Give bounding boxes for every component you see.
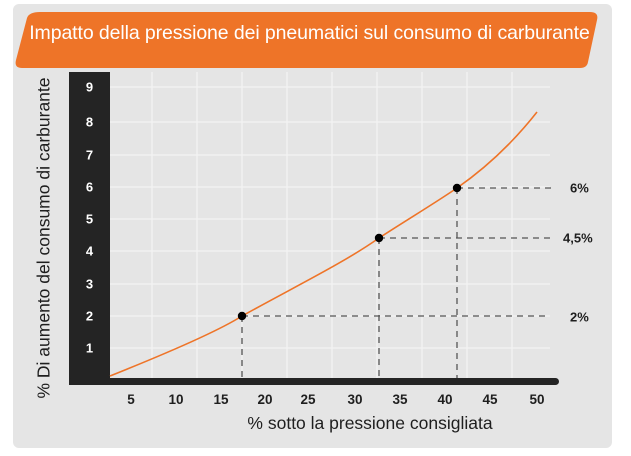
- x-tick-35: 35: [392, 392, 408, 407]
- guide-lines: [241, 187, 555, 378]
- chart-title: Impatto della pressione dei pneumatici s…: [29, 22, 590, 44]
- y-tick-6: 6: [85, 179, 94, 195]
- x-tick-20: 20: [257, 392, 273, 407]
- x-tick-5: 5: [127, 392, 135, 407]
- y-tick-8: 8: [85, 114, 94, 130]
- y-tick-2: 2: [85, 308, 94, 324]
- x-tick-25: 25: [300, 392, 316, 407]
- x-tick-45: 45: [482, 392, 498, 407]
- annotation-6pct: 6%: [570, 180, 589, 196]
- y-tick-1: 1: [85, 340, 94, 356]
- y-tick-4: 4: [85, 243, 94, 259]
- title-banner: [15, 12, 598, 68]
- data-point-6pct: [452, 183, 462, 193]
- annotation-4-5pct: 4,5%: [563, 230, 593, 246]
- y-axis-title: % Di aumento del consumo di carburante: [33, 77, 54, 399]
- y-tick-9: 9: [85, 79, 94, 95]
- x-tick-30: 30: [347, 392, 363, 407]
- data-point-4-5pct: [374, 233, 384, 243]
- y-tick-3: 3: [85, 276, 94, 292]
- annotation-2pct: 2%: [570, 309, 589, 325]
- x-tick-10: 10: [168, 392, 184, 407]
- x-axis-title: % sotto la pressione consigliata: [247, 413, 493, 433]
- y-tick-5: 5: [85, 211, 94, 227]
- x-axis-bar: [69, 378, 559, 385]
- x-tick-15: 15: [213, 392, 229, 407]
- fuel-consumption-curve: [109, 111, 538, 377]
- data-point-2pct: [237, 311, 247, 321]
- y-axis-bar: [69, 72, 110, 385]
- x-tick-50: 50: [529, 392, 545, 407]
- x-tick-40: 40: [437, 392, 453, 407]
- grid-lines: [110, 72, 550, 380]
- y-tick-7: 7: [85, 147, 94, 163]
